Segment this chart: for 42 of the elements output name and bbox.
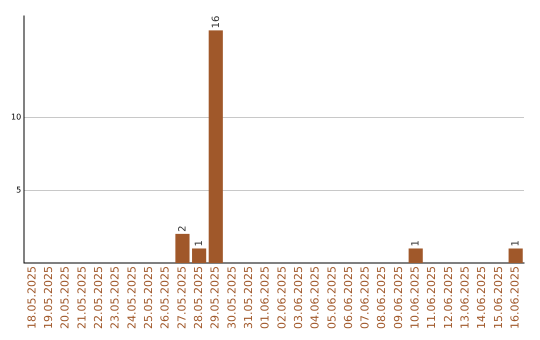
data-label: 1 [194,240,206,246]
x-tick-label: 05.06.2025 [325,266,338,330]
x-tick-label: 26.05.2025 [158,266,172,330]
x-tick-label: 04.06.2025 [308,266,322,330]
x-tick-label: 25.05.2025 [142,266,155,330]
bar [408,248,423,264]
bar [508,248,523,264]
data-label: 1 [410,240,422,246]
bar [192,248,206,264]
x-tick-label: 22.05.2025 [92,266,106,330]
x-tick-label: 10.06.2025 [408,266,422,330]
x-tick-label: 28.05.2025 [192,266,205,330]
x-tick-label: 31.05.2025 [242,266,255,330]
x-tick-label: 20.05.2025 [58,266,72,330]
x-tick-label: 23.05.2025 [108,266,122,330]
x-tick-label: 16.06.2025 [508,266,522,330]
x-tick-label: 27.05.2025 [175,266,188,330]
x-tick-label: 12.06.2025 [442,266,455,330]
x-tick-label: 03.06.2025 [292,266,305,330]
x-tick-label: 09.06.2025 [392,266,405,330]
x-tick-label: 15.06.2025 [492,266,505,330]
x-tick-label: 21.05.2025 [75,266,88,330]
x-tick-label: 07.06.2025 [358,266,372,330]
x-tick-label: 18.05.2025 [25,266,38,330]
x-tick-label: 24.05.2025 [125,266,138,330]
x-tick-label: 29.05.2025 [208,266,222,330]
bar [208,30,223,264]
y-tick-label: 10 [10,112,22,122]
x-tick-label: 13.06.2025 [458,266,472,330]
x-tick-label: 01.06.2025 [258,266,272,330]
data-label: 1 [510,240,522,246]
y-tick-label: 5 [16,185,22,194]
x-tick-label: 08.06.2025 [375,266,388,330]
data-label: 2 [177,226,188,232]
x-tick-label: 19.05.2025 [42,266,56,330]
x-tick-label: 02.06.2025 [275,266,288,330]
bar [175,234,190,264]
x-tick-label: 11.06.2025 [425,266,438,330]
x-tick-label: 14.06.2025 [475,266,488,330]
data-label: 16 [210,16,222,28]
x-tick-label: 06.06.2025 [342,266,355,330]
x-tick-label: 30.05.2025 [225,266,238,330]
